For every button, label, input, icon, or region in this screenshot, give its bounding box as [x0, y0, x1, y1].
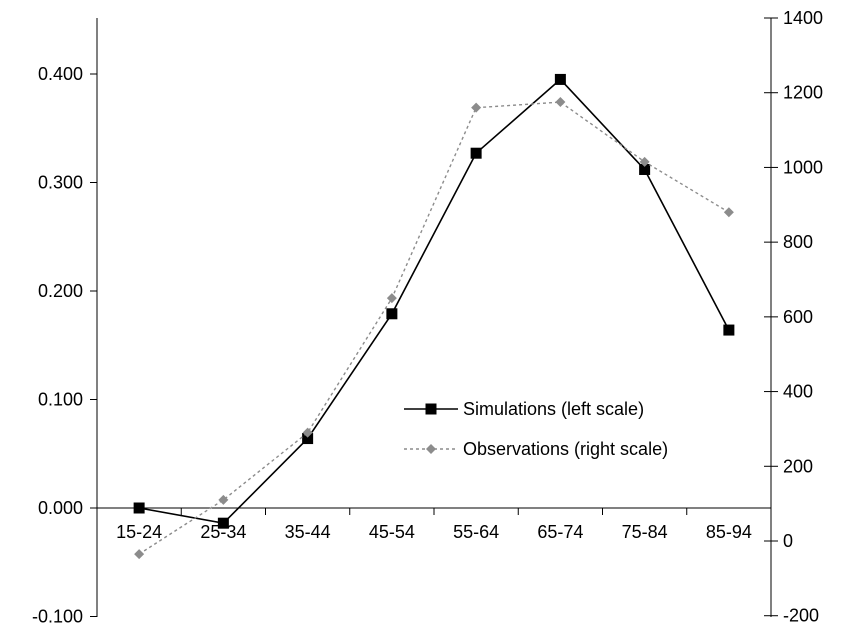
data-point-observations	[723, 207, 734, 218]
data-point-simulations	[302, 433, 314, 445]
data-point-simulations	[386, 308, 398, 320]
series-line-simulations	[138, 78, 730, 525]
right-tick-label: 800	[783, 232, 813, 252]
x-tick-label: 85-94	[706, 522, 752, 542]
right-tick-label: 1000	[783, 157, 823, 177]
right-tick-label: 600	[783, 307, 813, 327]
data-point-simulations	[133, 502, 145, 514]
right-tick-label: 200	[783, 456, 813, 476]
data-point-observations	[218, 494, 229, 505]
right-tick-label: -200	[783, 606, 819, 626]
x-tick-label: 65-74	[537, 522, 583, 542]
x-tick-label: 75-84	[622, 522, 668, 542]
x-tick-label: 35-44	[285, 522, 331, 542]
data-point-observations	[302, 427, 313, 438]
data-point-observations	[471, 102, 482, 113]
left-tick-label: 0.100	[38, 390, 83, 410]
data-point-observations	[134, 549, 145, 560]
data-point-observations	[386, 293, 397, 304]
legend-marker	[426, 444, 436, 454]
data-point-observations	[639, 156, 650, 167]
left-tick-label: 0.400	[38, 64, 83, 84]
x-tick-label: 55-64	[453, 522, 499, 542]
x-tick-label: 45-54	[369, 522, 415, 542]
left-tick-label: 0.300	[38, 173, 83, 193]
left-tick-label: 0.000	[38, 498, 83, 518]
left-tick-label: -0.100	[32, 607, 83, 627]
data-point-simulations	[470, 147, 482, 159]
axes-layer: -0.100 0.000 0.100 0.200 0.300 0.400 -200 0 200 4…	[32, 8, 823, 627]
data-point-simulations	[639, 163, 651, 175]
legend-marker	[425, 403, 437, 415]
left-tick-label: 0.200	[38, 281, 83, 301]
right-tick-label: 400	[783, 382, 813, 402]
data-point-simulations	[723, 324, 735, 336]
data-point-simulations	[554, 73, 566, 85]
right-tick-label: 1200	[783, 83, 823, 103]
series-layer	[133, 73, 735, 560]
series-line-observations	[138, 101, 730, 555]
legend-label: Observations (right scale)	[463, 439, 668, 459]
data-point-observations	[555, 97, 566, 108]
x-tick-label: 15-24	[116, 522, 162, 542]
legend: Simulations (left scale) Observations (ri…	[404, 399, 668, 459]
right-tick-label: 1400	[783, 8, 823, 28]
x-tick-label: 25-34	[200, 522, 246, 542]
data-point-simulations	[217, 517, 229, 529]
right-tick-label: 0	[783, 531, 793, 551]
legend-label: Simulations (left scale)	[463, 399, 644, 419]
